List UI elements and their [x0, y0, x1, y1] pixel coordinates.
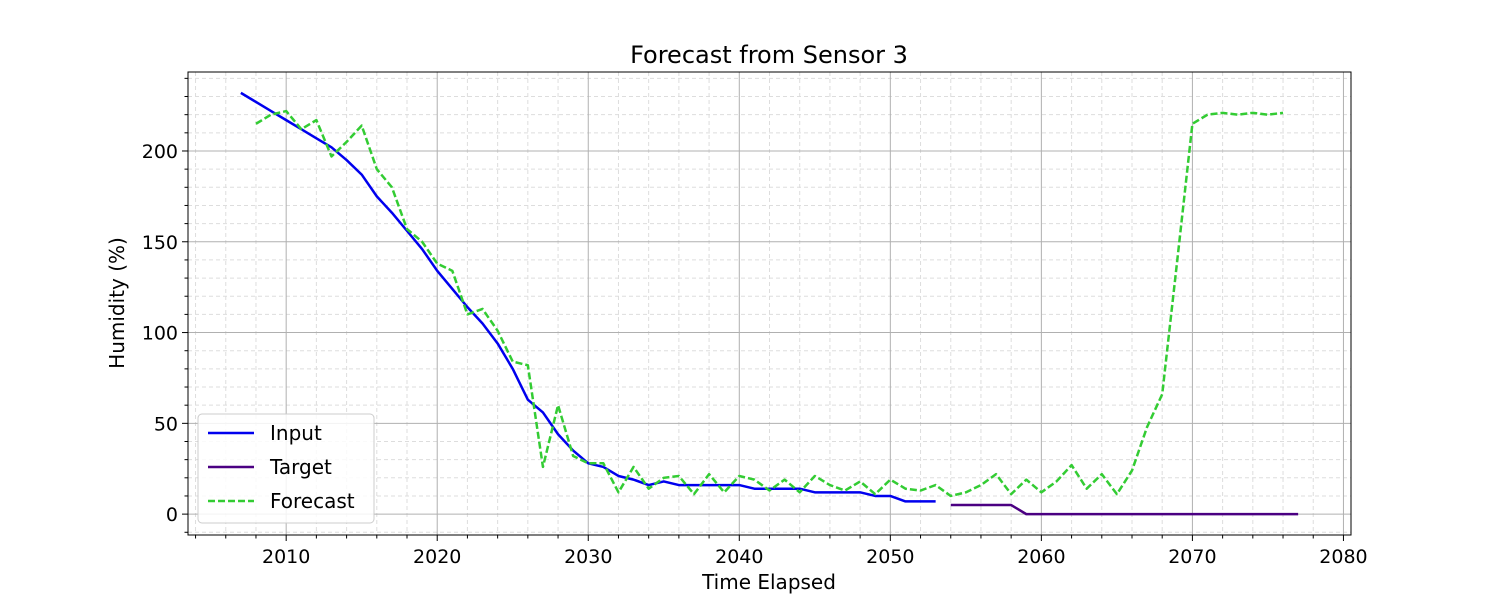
x-tick-label: 2040	[715, 546, 763, 568]
x-tick-label: 2020	[413, 546, 461, 568]
legend-label-target: Target	[269, 455, 332, 479]
y-tick-label: 50	[154, 413, 178, 435]
series-line-forecast	[255, 109, 1284, 498]
y-tick-label: 200	[142, 141, 178, 163]
legend-box	[197, 413, 375, 524]
axis-ticks	[182, 77, 1344, 541]
legend-label-input: Input	[270, 421, 322, 445]
x-tick-label: 2070	[1168, 546, 1216, 568]
y-axis-label: Humidity (%)	[105, 237, 129, 369]
chart-title: Forecast from Sensor 3	[630, 41, 908, 69]
x-tick-label: 2080	[1319, 546, 1367, 568]
legend-label-forecast: Forecast	[270, 489, 355, 513]
y-tick-label: 150	[142, 232, 178, 254]
x-tick-label: 2050	[866, 546, 914, 568]
series-layer	[240, 91, 1299, 516]
x-tick-label: 2030	[564, 546, 612, 568]
minor-grid	[188, 72, 1351, 535]
series-line-input	[240, 91, 936, 503]
series-line-target	[950, 503, 1299, 516]
y-tick-label: 100	[142, 323, 178, 345]
x-tick-label: 2060	[1017, 546, 1065, 568]
y-tick-label: 0	[166, 504, 178, 526]
x-tick-label: 2010	[262, 546, 310, 568]
tick-labels: 2010 2020 2030 2040 2050 2060 2070 2080 0 50 100 15…	[142, 141, 1368, 568]
legend: Input Target Forecast	[197, 413, 375, 524]
x-axis-label: Time Elapsed	[701, 570, 836, 594]
